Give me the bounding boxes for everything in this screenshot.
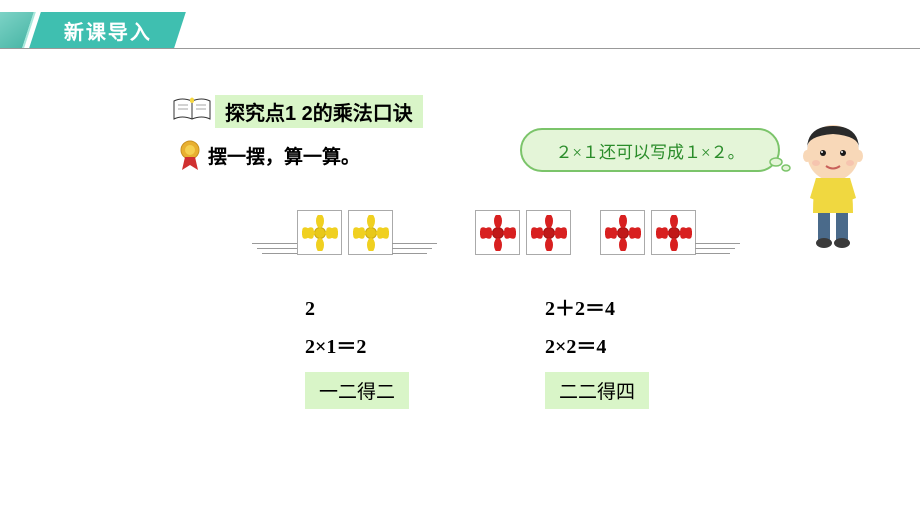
speech-bubble-text: ２×１还可以写成１×２。	[520, 128, 780, 172]
flower-yellow	[297, 210, 342, 255]
flower-yellow	[348, 210, 393, 255]
book-icon	[172, 95, 212, 130]
slide-header: 新课导入	[0, 0, 920, 50]
hatch-line	[695, 248, 735, 249]
hatch-line	[695, 243, 740, 244]
hatch-line	[252, 243, 297, 244]
hatch-line	[392, 243, 437, 244]
col2-line1: 2＋2＝4	[545, 290, 649, 328]
flower-red	[475, 210, 520, 255]
section-subtitle: 摆一摆，算一算。	[208, 142, 360, 169]
col1-line1: 2	[305, 290, 409, 328]
col2-answer: 二二得四	[545, 372, 649, 409]
col2-line2: 2×2＝4	[545, 328, 649, 366]
hatch-line	[257, 248, 297, 249]
flower-group-red-2	[600, 210, 698, 256]
flower-red	[526, 210, 571, 255]
speech-bubble: ２×１还可以写成１×２。	[520, 128, 780, 172]
header-tab: 新课导入	[29, 12, 186, 48]
math-column-2: 2＋2＝4 2×2＝4 二二得四	[545, 290, 649, 409]
flower-red	[600, 210, 645, 255]
header-title: 新课导入	[64, 16, 152, 45]
flower-group-yellow	[297, 210, 395, 256]
flower-red	[651, 210, 696, 255]
hatch-line	[262, 253, 297, 254]
boy-illustration	[788, 118, 878, 253]
col1-answer: 一二得二	[305, 372, 409, 409]
section-title-box: 探究点1 2的乘法口诀	[215, 95, 423, 128]
section-title: 探究点1 2的乘法口诀	[225, 103, 413, 125]
hatch-line	[392, 253, 427, 254]
medal-icon	[175, 138, 205, 177]
hatch-line	[695, 253, 730, 254]
math-column-1: 2 2×1＝2 一二得二	[305, 290, 409, 409]
col1-line2: 2×1＝2	[305, 328, 409, 366]
hatch-line	[392, 248, 432, 249]
header-underline	[0, 48, 920, 49]
flower-group-red-1	[475, 210, 573, 256]
